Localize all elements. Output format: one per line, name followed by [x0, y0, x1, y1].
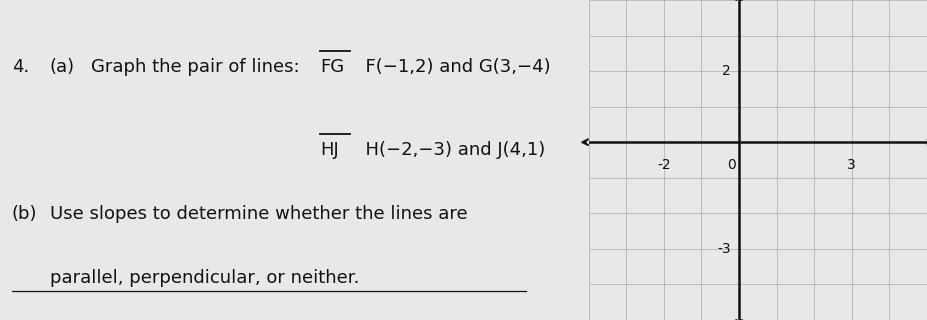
Text: Use slopes to determine whether the lines are: Use slopes to determine whether the line…: [50, 205, 467, 223]
Text: -3: -3: [717, 242, 730, 256]
Text: (b): (b): [12, 205, 37, 223]
Text: H(−2,−3) and J(4,1): H(−2,−3) and J(4,1): [354, 141, 545, 159]
Text: parallel, perpendicular, or neither.: parallel, perpendicular, or neither.: [50, 269, 359, 287]
Text: 3: 3: [847, 158, 857, 172]
Text: 0: 0: [727, 158, 736, 172]
Text: FG: FG: [320, 58, 344, 76]
Text: 4.: 4.: [12, 58, 29, 76]
Text: (a): (a): [50, 58, 75, 76]
Text: -2: -2: [657, 158, 670, 172]
Text: 2: 2: [722, 64, 730, 78]
Text: HJ: HJ: [320, 141, 338, 159]
Text: Graph the pair of lines:: Graph the pair of lines:: [91, 58, 299, 76]
Text: F(−1,2) and G(3,−4): F(−1,2) and G(3,−4): [354, 58, 551, 76]
